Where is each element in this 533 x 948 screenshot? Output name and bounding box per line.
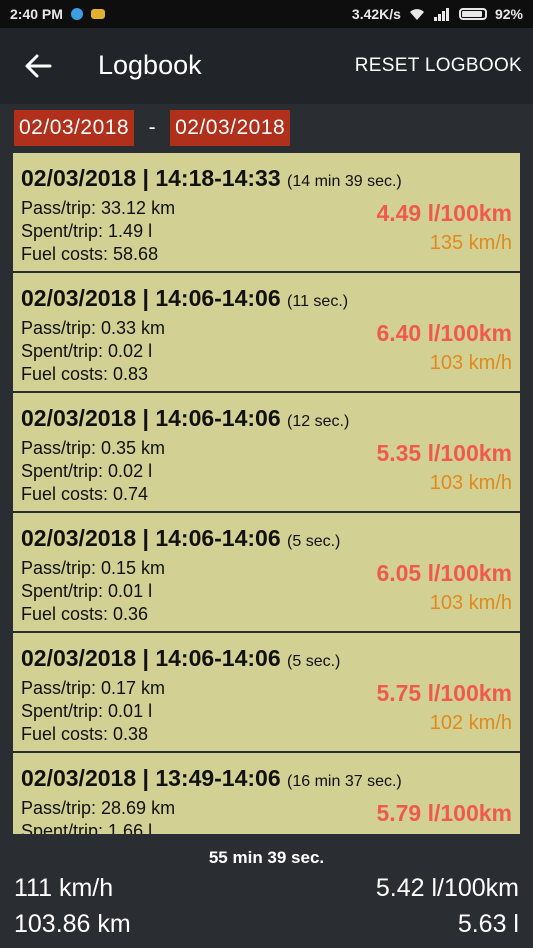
trip-date-time: 02/03/2018 | 14:18-14:33 [21,165,281,191]
app-notification-icon [70,8,83,20]
trip-duration: (14 min 39 sec.) [287,173,402,190]
trip-date-time: 02/03/2018 | 14:06-14:06 [21,645,281,671]
battery-percent: 92% [494,6,523,22]
back-arrow-icon[interactable] [22,50,54,82]
trip-header: 02/03/2018 | 14:06-14:06 (5 sec.) [21,645,340,672]
trip-max-speed: 103 km/h [429,352,512,374]
trip-date-time: 02/03/2018 | 14:06-14:06 [21,285,281,311]
trip-header: 02/03/2018 | 14:18-14:33 (14 min 39 sec.… [21,165,402,192]
trip-entry[interactable]: 02/03/2018 | 14:06-14:06 (5 sec.) Pass/t… [13,513,520,633]
trip-date-time: 02/03/2018 | 13:49-14:06 [21,765,281,791]
trip-max-speed: 103 km/h [429,592,512,614]
trip-entry[interactable]: 02/03/2018 | 14:18-14:33 (14 min 39 sec.… [13,153,520,273]
trip-entry[interactable]: 02/03/2018 | 14:06-14:06 (11 sec.) Pass/… [13,273,520,393]
trip-fuel-costs: Fuel costs: 0.74 [21,484,149,504]
trip-header: 02/03/2018 | 14:06-14:06 (12 sec.) [21,405,349,432]
trip-distance: Pass/trip: 0.35 km [21,438,166,458]
app-bar: Logbook RESET LOGBOOK [0,28,533,104]
trip-fuel-spent: Spent/trip: 1.49 l [21,221,153,241]
network-speed: 3.42K/s [351,6,401,22]
trip-fuel-costs: Fuel costs: 0.83 [21,364,149,384]
app-notification-icon-2 [90,9,105,19]
trip-consumption: 4.49 l/100km [376,200,512,226]
trip-duration: (12 sec.) [287,413,350,430]
trip-fuel-spent: Spent/trip: 1.66 l [21,821,153,834]
summary-footer: 55 min 39 sec. 111 km/h 5.42 l/100km 103… [0,838,533,948]
total-fuel: 5.63 l [457,910,519,938]
trip-entry[interactable]: 02/03/2018 | 13:49-14:06 (16 min 37 sec.… [13,753,520,834]
date-separator: - [148,116,156,139]
trip-duration: (5 sec.) [287,653,341,670]
trip-duration: (16 min 37 sec.) [287,773,402,790]
reset-logbook-button[interactable]: RESET LOGBOOK [354,55,522,76]
trip-duration: (11 sec.) [287,293,349,310]
trip-date-time: 02/03/2018 | 14:06-14:06 [21,405,281,431]
status-bar: 2:40 PM 3.42K/s 92% [0,0,533,28]
trip-distance: Pass/trip: 0.17 km [21,678,166,698]
average-speed: 111 km/h [14,874,114,902]
trip-fuel-costs: Fuel costs: 0.38 [21,724,149,744]
trip-distance: Pass/trip: 33.12 km [21,198,176,218]
trip-date-time: 02/03/2018 | 14:06-14:06 [21,525,281,551]
trip-fuel-spent: Spent/trip: 0.01 l [21,581,153,601]
trip-header: 02/03/2018 | 14:06-14:06 (11 sec.) [21,285,348,312]
trip-fuel-spent: Spent/trip: 0.01 l [21,701,153,721]
total-time: 55 min 39 sec. [208,848,325,867]
trip-fuel-spent: Spent/trip: 0.02 l [21,461,153,481]
trip-fuel-costs: Fuel costs: 0.36 [21,604,149,624]
trip-consumption: 6.05 l/100km [376,560,512,586]
average-consumption: 5.42 l/100km [375,874,519,902]
trip-consumption: 6.40 l/100km [376,320,512,346]
date-to-picker[interactable]: 02/03/2018 [170,110,291,146]
page-title: Logbook [98,50,202,80]
status-time: 2:40 PM [10,6,63,22]
trip-list[interactable]: 02/03/2018 | 14:18-14:33 (14 min 39 sec.… [13,153,520,834]
trip-entry[interactable]: 02/03/2018 | 14:06-14:06 (12 sec.) Pass/… [13,393,520,513]
trip-consumption: 5.75 l/100km [376,680,512,706]
date-from-picker[interactable]: 02/03/2018 [14,110,135,146]
trip-duration: (5 sec.) [287,533,341,550]
trip-consumption: 5.79 l/100km [376,800,512,826]
trip-header: 02/03/2018 | 13:49-14:06 (16 min 37 sec.… [21,765,402,792]
battery-icon [458,8,487,20]
trip-max-speed: 103 km/h [429,472,512,494]
trip-max-speed: 102 km/h [429,712,512,734]
wifi-icon [409,9,424,20]
trip-distance: Pass/trip: 28.69 km [21,798,176,818]
signal-icon [433,8,449,21]
trip-header: 02/03/2018 | 14:06-14:06 (5 sec.) [21,525,340,552]
trip-max-speed: 135 km/h [429,232,512,254]
trip-fuel-costs: Fuel costs: 58.68 [21,244,159,264]
trip-consumption: 5.35 l/100km [376,440,512,466]
total-distance: 103.86 km [14,910,131,938]
date-range: 02/03/2018 - 02/03/2018 [14,110,291,146]
trip-distance: Pass/trip: 0.15 km [21,558,166,578]
trip-fuel-spent: Spent/trip: 0.02 l [21,341,153,361]
trip-distance: Pass/trip: 0.33 km [21,318,166,338]
trip-entry[interactable]: 02/03/2018 | 14:06-14:06 (5 sec.) Pass/t… [13,633,520,753]
